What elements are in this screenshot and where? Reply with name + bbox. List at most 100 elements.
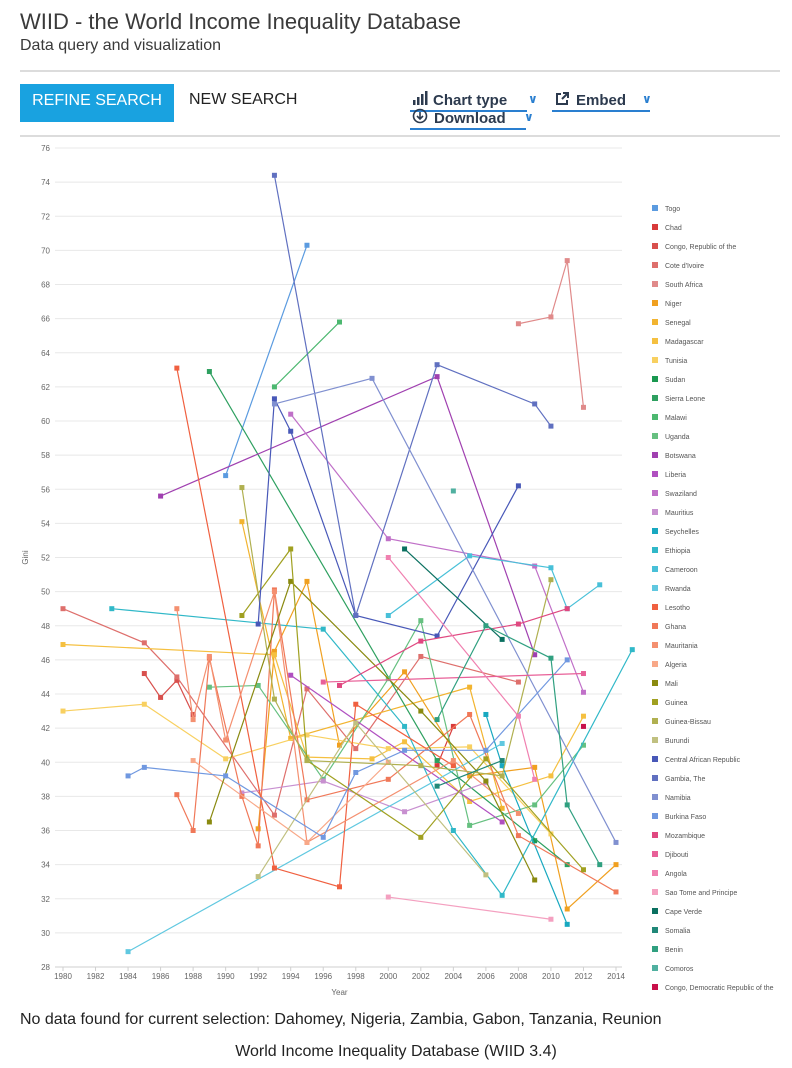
data-point <box>515 621 521 627</box>
data-point <box>499 892 505 898</box>
data-point <box>532 401 538 407</box>
x-tick-label: 1984 <box>119 972 137 981</box>
refine-search-button[interactable]: REFINE SEARCH <box>20 84 174 122</box>
share-icon <box>556 92 569 105</box>
data-point <box>564 862 570 868</box>
series-chad <box>434 723 456 769</box>
data-point <box>515 833 521 839</box>
legend-label: Burundi <box>665 738 690 745</box>
chart-type-underline <box>410 110 528 112</box>
data-point <box>515 321 521 327</box>
download-underline <box>410 128 526 130</box>
legend-label: Togo <box>665 206 680 213</box>
data-point <box>580 671 586 677</box>
download-menu[interactable]: Download ∨ <box>410 108 534 130</box>
data-point <box>190 828 196 833</box>
data-point <box>320 778 326 784</box>
series-line <box>436 726 454 766</box>
legend-swatch <box>652 927 658 933</box>
legend-label: Algeria <box>665 662 687 669</box>
data-point <box>483 756 489 762</box>
series-burkina-faso <box>125 657 570 840</box>
x-tick-label: 1990 <box>217 972 235 981</box>
legend-swatch <box>652 395 658 401</box>
plot-area <box>60 172 635 955</box>
data-point <box>629 647 635 653</box>
data-point <box>385 894 391 900</box>
data-point <box>515 679 521 685</box>
data-point <box>271 696 277 702</box>
data-point <box>597 582 603 588</box>
data-point <box>499 773 505 779</box>
legend-label: Sierra Leone <box>665 396 705 403</box>
data-point <box>499 805 505 811</box>
y-axis-ticks: 28 30 32 34 36 38 40 42 44 46 48 50 52 54 56 58 60 62 64 66… <box>41 144 50 972</box>
series-gambia-the <box>271 172 554 619</box>
series-lesotho <box>174 365 456 890</box>
data-point <box>369 375 375 381</box>
chart-type-menu[interactable]: Chart type ∨ <box>410 91 538 112</box>
header-divider <box>20 70 780 72</box>
series-line <box>518 260 585 408</box>
y-tick-label: 34 <box>41 861 50 870</box>
data-point <box>255 826 261 832</box>
data-point <box>564 802 570 808</box>
data-point <box>402 747 408 753</box>
x-axis-label: Year <box>331 988 348 997</box>
data-point <box>385 555 391 560</box>
data-point <box>304 686 310 692</box>
series-sierra-leone <box>206 369 570 868</box>
data-point <box>109 606 115 612</box>
data-point <box>402 546 408 552</box>
chevron-down-icon: ∨ <box>524 110 534 124</box>
series-mozambique <box>337 606 570 688</box>
data-point <box>337 319 342 325</box>
legend-label: Sudan <box>665 377 685 384</box>
data-point <box>271 396 277 402</box>
legend-swatch <box>652 357 658 363</box>
series-line <box>143 673 194 715</box>
legend-swatch <box>652 889 658 895</box>
data-point <box>141 764 147 770</box>
y-tick-label: 66 <box>41 315 50 324</box>
series-line <box>273 175 552 616</box>
data-point <box>532 802 538 808</box>
legend-label: Cape Verde <box>665 909 702 916</box>
embed-menu[interactable]: Embed ∨ <box>552 92 652 112</box>
chart-legend: Togo Chad Congo, Republic of the Cote d'Ivo… <box>652 205 774 992</box>
y-axis-label: Gini <box>21 550 30 564</box>
x-tick-label: 2014 <box>607 972 625 981</box>
legend-swatch <box>652 832 658 838</box>
data-point <box>369 756 375 762</box>
data-point <box>402 809 408 815</box>
data-point <box>385 613 391 619</box>
data-point <box>564 921 570 927</box>
legend-label: Namibia <box>665 795 691 802</box>
data-point <box>467 744 473 750</box>
series-burundi <box>255 720 489 880</box>
data-point <box>255 843 261 849</box>
bar-chart-icon <box>413 91 428 105</box>
legend-swatch <box>652 281 658 287</box>
x-tick-label: 2002 <box>412 972 430 981</box>
series-mali <box>206 578 538 883</box>
series-line <box>290 413 585 693</box>
data-point <box>223 773 229 779</box>
chart-type-label: Chart type <box>433 92 508 109</box>
data-point <box>483 711 489 717</box>
data-point <box>483 623 489 629</box>
data-point <box>499 740 505 746</box>
new-search-button[interactable]: NEW SEARCH <box>189 91 298 108</box>
data-point <box>271 401 277 407</box>
legend-swatch <box>652 566 658 572</box>
data-point <box>434 717 440 723</box>
legend-swatch <box>652 604 658 610</box>
legend-swatch <box>652 623 658 629</box>
embed-label: Embed <box>576 92 627 109</box>
data-point <box>532 838 538 844</box>
legend-label: Seychelles <box>665 529 699 536</box>
data-point <box>483 747 489 753</box>
data-point <box>353 613 359 619</box>
y-tick-label: 42 <box>41 724 50 733</box>
data-point <box>174 606 180 612</box>
